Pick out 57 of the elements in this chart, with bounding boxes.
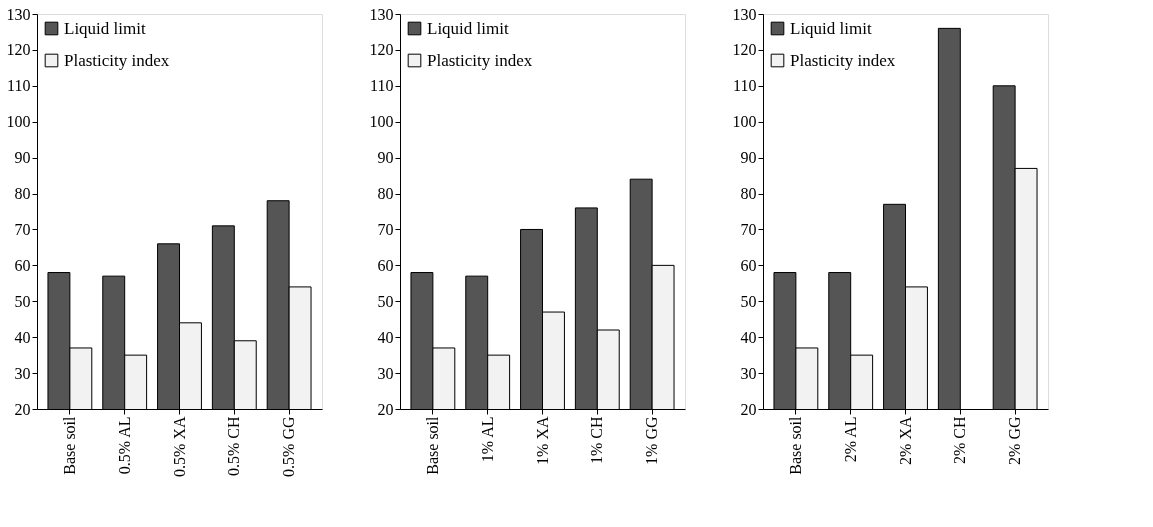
- y-tick-label: 110: [370, 77, 394, 95]
- y-tick-label: 50: [740, 292, 757, 310]
- y-tick-label: 130: [732, 5, 757, 23]
- y-tick-label: 50: [14, 292, 31, 310]
- y-tick-label: 30: [740, 364, 757, 382]
- y-tick-label: 40: [14, 328, 31, 346]
- x-tick-label: 0.5% CH: [225, 416, 243, 477]
- legend-label: Liquid limit: [427, 18, 509, 38]
- y-tick-label: 80: [740, 185, 757, 203]
- y-tick-label: 60: [740, 256, 757, 274]
- y-tick-label: 60: [377, 256, 394, 274]
- y-tick-label: 100: [369, 113, 394, 131]
- x-tick-label: 2% XA: [896, 416, 914, 465]
- y-tick-label: 70: [377, 220, 394, 238]
- legend-label: Plasticity index: [427, 50, 533, 70]
- y-tick-label: 120: [6, 41, 31, 59]
- legend-label: Plasticity index: [64, 50, 170, 70]
- y-tick-label: 50: [377, 292, 394, 310]
- x-tick-label: 0.5% XA: [170, 416, 188, 477]
- y-tick-label: 120: [369, 41, 394, 59]
- y-tick-label: 90: [377, 149, 394, 167]
- y-tick-label: 90: [14, 149, 31, 167]
- y-tick-label: 60: [14, 256, 31, 274]
- legend-label: Liquid limit: [790, 18, 872, 38]
- y-tick-label: 130: [369, 5, 394, 23]
- y-tick-label: 40: [740, 328, 757, 346]
- x-tick-label: 1% GG: [643, 416, 661, 465]
- y-tick-label: 120: [732, 41, 757, 59]
- x-tick-label: 0.5% GG: [280, 416, 298, 477]
- y-tick-label: 20: [14, 400, 31, 418]
- x-tick-label: 1% CH: [588, 416, 606, 465]
- y-tick-label: 80: [377, 185, 394, 203]
- y-tick-label: 20: [740, 400, 757, 418]
- y-tick-label: 80: [14, 185, 31, 203]
- x-tick-label: 2% AL: [841, 416, 859, 463]
- x-tick-label: Base soil: [60, 415, 78, 475]
- y-tick-label: 100: [6, 113, 31, 131]
- y-tick-label: 30: [377, 364, 394, 382]
- y-tick-label: 130: [6, 5, 31, 23]
- x-tick-label: 1% XA: [533, 416, 551, 465]
- x-tick-label: Base soil: [786, 415, 804, 475]
- y-tick-label: 70: [14, 220, 31, 238]
- legend-label: Plasticity index: [790, 50, 896, 70]
- y-tick-label: 40: [377, 328, 394, 346]
- y-tick-label: 90: [740, 149, 757, 167]
- x-tick-label: 1% AL: [478, 416, 496, 463]
- legend-label: Liquid limit: [64, 18, 146, 38]
- x-tick-label: 0.5% AL: [115, 416, 133, 475]
- x-tick-label: Base soil: [423, 415, 441, 475]
- y-tick-label: 110: [733, 77, 757, 95]
- y-tick-label: 110: [7, 77, 31, 95]
- y-tick-label: 30: [14, 364, 31, 382]
- x-tick-label: 2% CH: [951, 416, 969, 465]
- y-tick-label: 100: [732, 113, 757, 131]
- y-tick-label: 20: [377, 400, 394, 418]
- x-tick-label: 2% GG: [1006, 416, 1024, 465]
- y-tick-label: 70: [740, 220, 757, 238]
